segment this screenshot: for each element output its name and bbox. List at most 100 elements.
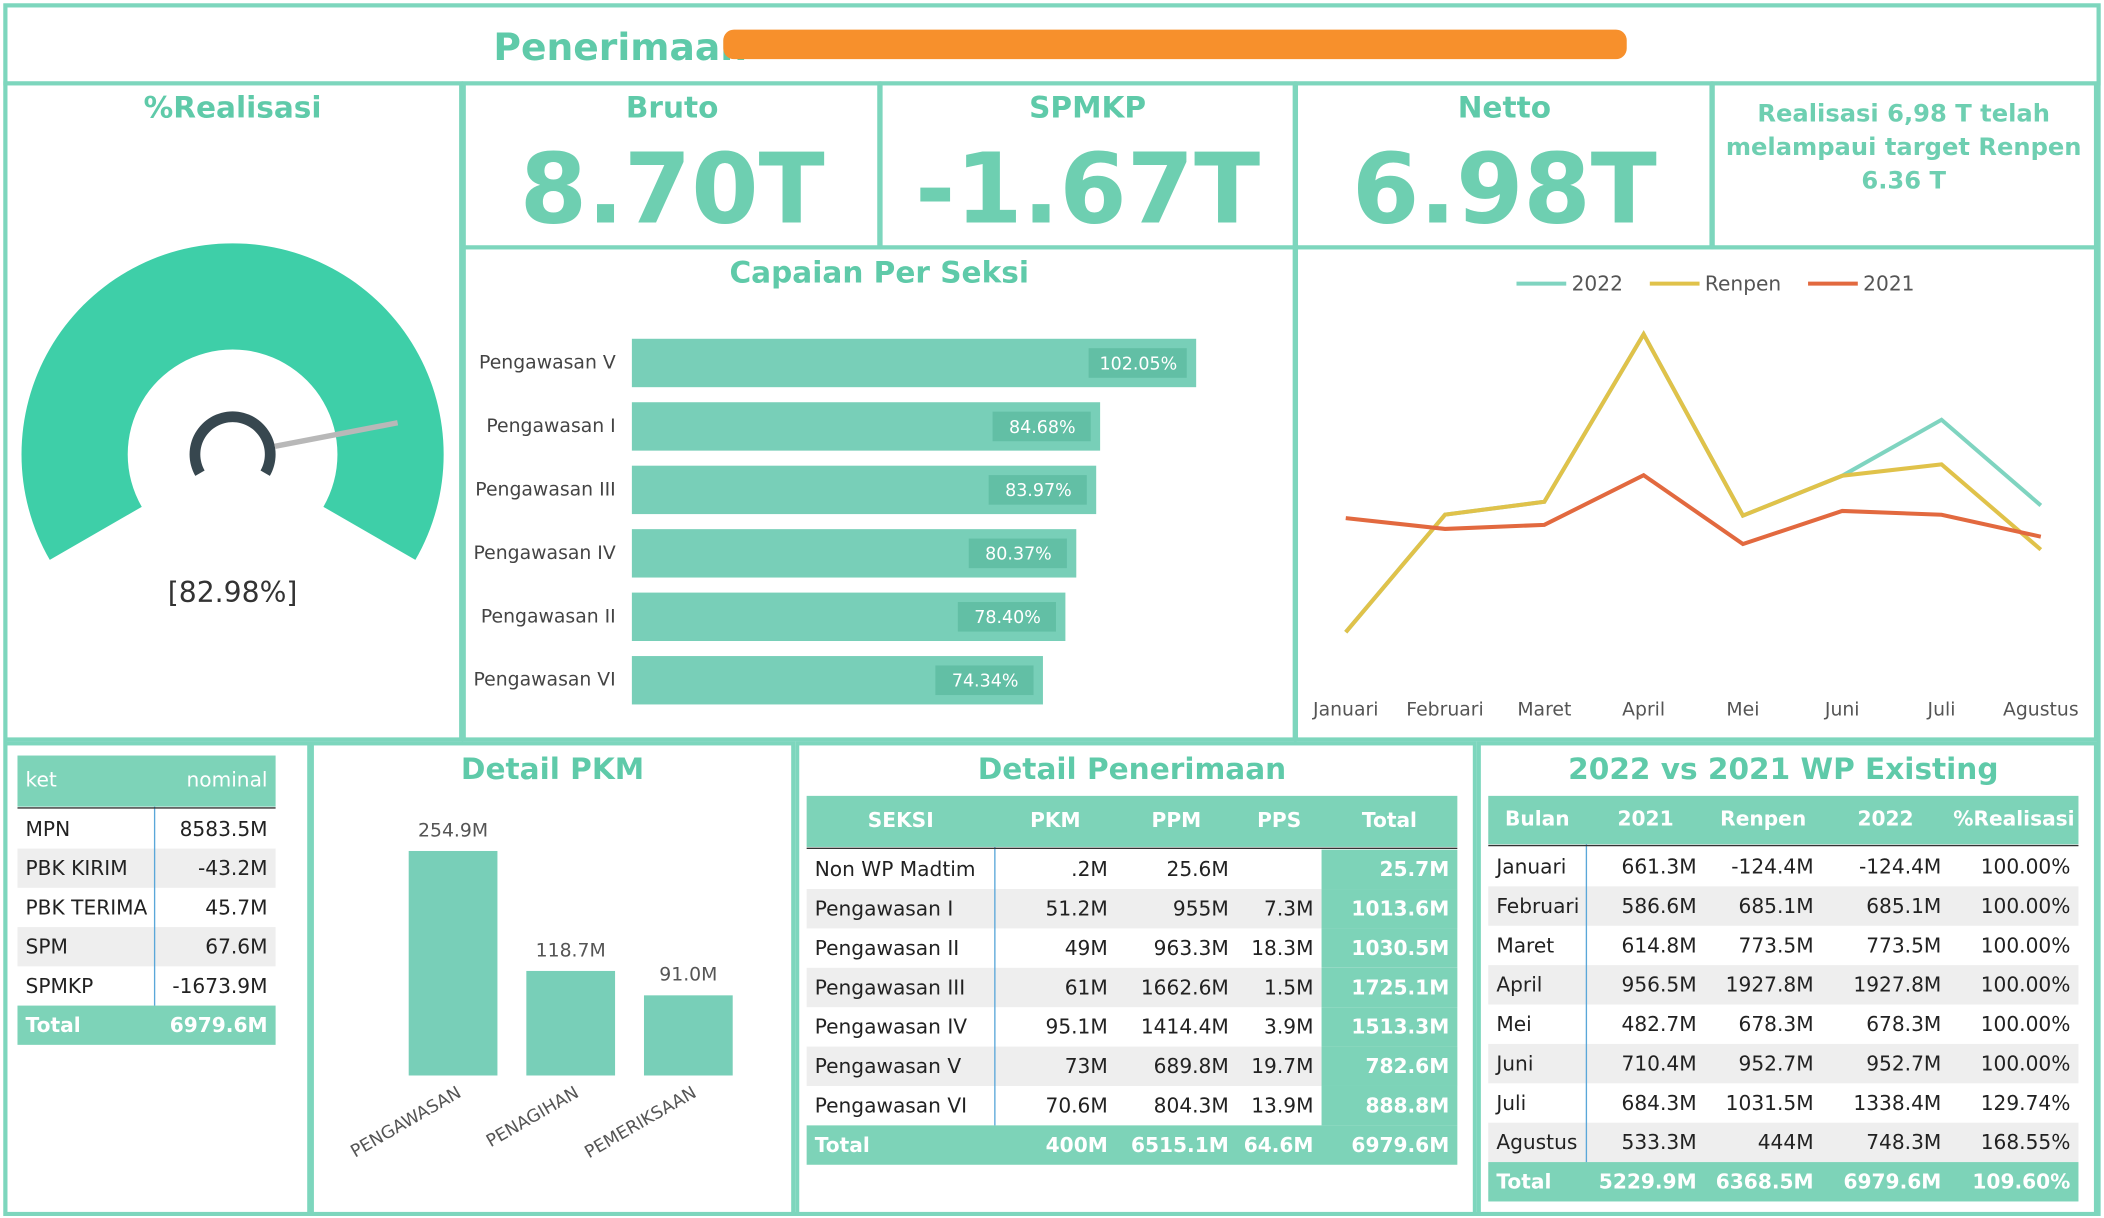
table-cell: Agustus xyxy=(1496,1130,1577,1154)
table-cell: 6979.6M xyxy=(1351,1133,1449,1157)
table-cell: 7.3M xyxy=(1264,897,1313,921)
table-cell: Juni xyxy=(1494,1051,1533,1075)
series-line xyxy=(1344,330,2043,634)
panel-frame xyxy=(1476,741,2098,1216)
label-bg xyxy=(1088,348,1187,378)
table-cell: Februari xyxy=(1496,894,1579,918)
table-cell: Pengawasan V xyxy=(815,1054,962,1078)
table-cell: 51.2M xyxy=(1046,897,1108,921)
table-cell: 782.6M xyxy=(1365,1054,1449,1078)
category-label: Pengawasan II xyxy=(481,606,616,627)
x-tick-label: Mei xyxy=(1726,699,1759,720)
table-cell: 64.6M xyxy=(1244,1133,1314,1157)
label-bg xyxy=(968,538,1067,569)
total-cell xyxy=(1321,967,1458,1008)
table-cell: -124.4M xyxy=(1731,854,1813,878)
table-cell: 13.9M xyxy=(1251,1094,1313,1118)
x-tick-label: Maret xyxy=(1517,699,1571,720)
table-cell: 1414.4M xyxy=(1141,1015,1229,1039)
table-cell: 1030.5M xyxy=(1351,936,1449,960)
table-cell: Pengawasan VI xyxy=(815,1094,967,1118)
table-cell: 25.7M xyxy=(1379,857,1449,881)
table-cell: 6979.6M xyxy=(170,1013,268,1037)
card-value: 6.98T xyxy=(1352,133,1657,246)
table-cell: Renpen xyxy=(1720,807,1806,831)
table-cell: 773.5M xyxy=(1866,933,1941,957)
table-cell: 100.00% xyxy=(1981,1012,2071,1036)
table-cell: 49M xyxy=(1065,936,1108,960)
table-cell: Total xyxy=(1496,1170,1551,1194)
category-label: Pengawasan III xyxy=(475,479,615,500)
table-cell: 1338.4M xyxy=(1853,1091,1941,1115)
table-cell: Pengawasan II xyxy=(815,936,960,960)
table-cell: 710.4M xyxy=(1622,1051,1697,1075)
table-cell: 61M xyxy=(1065,975,1108,999)
table-cell: Pengawasan I xyxy=(815,897,954,921)
card-value: 8.70T xyxy=(520,133,825,246)
table-cell: 67.6M xyxy=(205,935,267,959)
label-bg xyxy=(935,665,1034,696)
table-cell: nominal xyxy=(186,768,267,792)
row-band xyxy=(17,848,276,888)
table-cell: 100.00% xyxy=(1981,854,2071,878)
table-title: 2022 vs 2021 WP Existing xyxy=(1568,752,1998,786)
table-cell: Pengawasan IV xyxy=(815,1015,968,1039)
card-label: SPMKP xyxy=(1029,90,1146,124)
legend-label: 2021 xyxy=(1863,272,1914,296)
table-cell: 2022 xyxy=(1857,807,1913,831)
table-cell: Total xyxy=(815,1133,870,1157)
redaction xyxy=(723,29,1627,60)
panel-frame xyxy=(309,741,796,1216)
gauge-needle xyxy=(274,420,399,449)
card-label: Netto xyxy=(1458,90,1551,124)
chart-title: %Realisasi xyxy=(144,90,322,124)
table-cell: SPM xyxy=(26,935,68,959)
table-cell: PPM xyxy=(1152,808,1202,832)
table-cell: 70.6M xyxy=(1046,1094,1108,1118)
table-cell: 963.3M xyxy=(1154,936,1229,960)
table-cell: Total xyxy=(26,1013,81,1037)
x-tick-label: Januari xyxy=(1312,699,1378,720)
total-row xyxy=(806,1125,1458,1165)
table-cell: 8583.5M xyxy=(180,817,268,841)
label-bg xyxy=(988,475,1087,505)
table-cell: Pengawasan III xyxy=(815,975,965,999)
table-cell: Mei xyxy=(1496,1012,1531,1036)
panel-frame xyxy=(1293,245,2098,742)
table-cell: Total xyxy=(1362,808,1417,832)
total-cell xyxy=(1321,889,1458,929)
table-cell: -1673.9M xyxy=(172,974,267,998)
table-cell: 100.00% xyxy=(1981,933,2071,957)
note-line: Realisasi 6,98 T telah xyxy=(1757,99,2050,127)
table-cell: 689.8M xyxy=(1154,1054,1229,1078)
series-line xyxy=(1345,472,2042,547)
table-header xyxy=(1488,795,2079,845)
table-cell: April xyxy=(1496,973,1542,997)
table-cell: SEKSI xyxy=(868,808,934,832)
x-tick-label: Juli xyxy=(1927,699,1956,720)
table-cell: 45.7M xyxy=(205,895,267,919)
table-cell: Januari xyxy=(1494,854,1566,878)
panel-frame xyxy=(795,741,1477,1216)
value-label: 254.9M xyxy=(418,820,488,841)
table-cell: 678.3M xyxy=(1738,1012,1813,1036)
value-label: 84.68% xyxy=(1009,418,1076,438)
total-cell xyxy=(1321,849,1458,890)
table-cell: 888.8M xyxy=(1365,1094,1449,1118)
table-cell: 678.3M xyxy=(1866,1012,1941,1036)
table-cell: 6368.5M xyxy=(1716,1170,1814,1194)
table-cell: 2021 xyxy=(1618,807,1674,831)
table-cell: 1662.6M xyxy=(1141,975,1229,999)
table-cell: 6515.1M xyxy=(1131,1133,1229,1157)
table-cell: 5229.9M xyxy=(1599,1170,1697,1194)
table-cell: 18.3M xyxy=(1251,936,1313,960)
table-cell: 168.55% xyxy=(1981,1130,2071,1154)
panel-frame xyxy=(3,81,464,742)
value-label: 80.37% xyxy=(985,545,1052,565)
table-cell: 685.1M xyxy=(1738,894,1813,918)
total-cell xyxy=(1321,928,1458,968)
table-header xyxy=(806,795,1458,847)
table-cell: Juli xyxy=(1494,1091,1526,1115)
bar xyxy=(526,970,616,1076)
table-cell: 129.74% xyxy=(1981,1091,2071,1115)
